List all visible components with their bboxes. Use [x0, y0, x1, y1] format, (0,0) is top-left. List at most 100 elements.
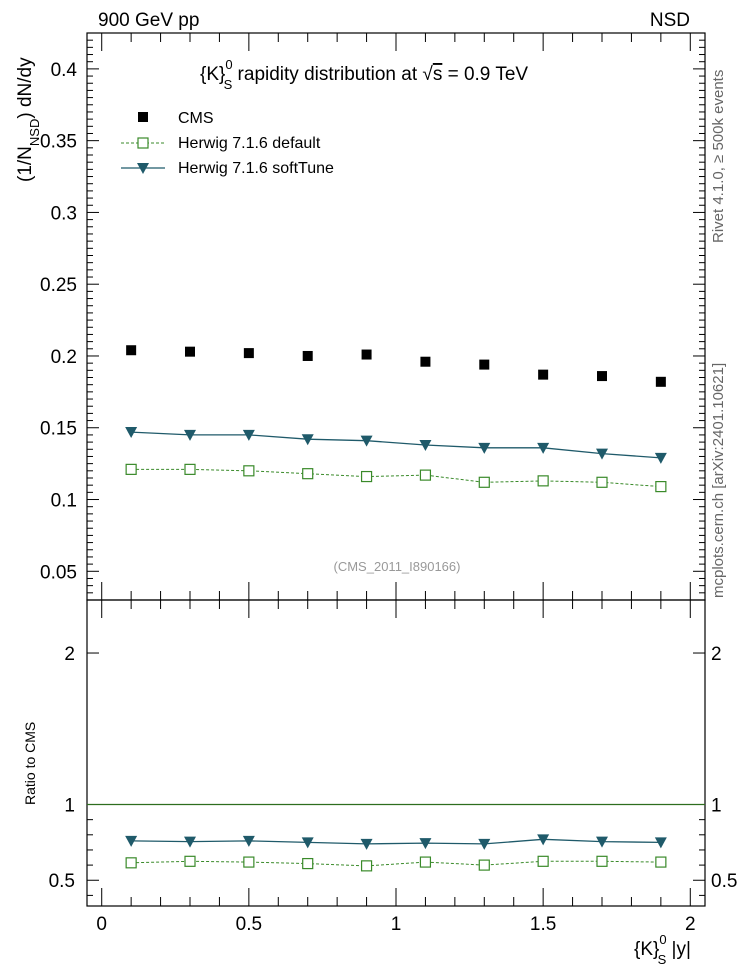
data-point-default [478, 476, 490, 488]
main-y-axis-label: (1/NNSD) dN/dy [15, 57, 42, 182]
main-title: {K}0 S rapidity distribution at √s = 0.9 … [200, 57, 528, 92]
data-point-softtune [654, 452, 667, 464]
data-point-cms [361, 349, 372, 360]
header-process-label: NSD [650, 10, 690, 31]
data-point-cms [185, 346, 195, 357]
ratio-point-default [243, 856, 255, 868]
data-point-cms [126, 345, 137, 356]
xlabel-superscript: 0 [659, 932, 666, 947]
ratio-y-tick-labels-right: 0.5 1 2 [711, 644, 737, 892]
main-y-tick-label: 0.4 [51, 60, 78, 81]
main-y-tick-labels: 0.05 0.1 0.15 0.2 0.25 0.3 0.35 0.4 [40, 60, 77, 583]
title-text: rapidity distribution at [232, 64, 422, 85]
legend-label-default: Herwig 7.1.6 default [178, 135, 321, 152]
legend-label-cms: CMS [178, 110, 214, 127]
main-y-tick-label: 0.1 [51, 491, 77, 512]
ylabel-part-a: (1/N [15, 146, 36, 182]
data-point-softtune [301, 434, 314, 446]
ratio-y-axis-label: Ratio to CMS [22, 722, 38, 805]
data-point-cms [538, 369, 549, 380]
title-k-superscript: 0 [225, 57, 232, 72]
ratio-point-softtune [596, 836, 608, 848]
main-axis-ticks [87, 32, 705, 600]
ratio-point-default [302, 857, 314, 870]
side-label-rivet: Rivet 4.1.0, ≥ 500k events [710, 70, 727, 243]
series-line-softtune [131, 431, 661, 459]
data-point-softtune [125, 427, 138, 439]
analysis-watermark: (CMS_2011_I890166) [334, 559, 461, 574]
data-point-cms [479, 359, 490, 370]
main-y-tick-label: 0.35 [40, 132, 77, 153]
series-line-default [131, 468, 661, 488]
data-point-default [655, 481, 667, 493]
ratio-series-layer [87, 803, 705, 872]
ratio-point-softtune [537, 834, 550, 846]
title-k-subscript: S [224, 77, 233, 92]
xlabel-subscript: S [658, 952, 667, 967]
ratio-panel-frame [86, 599, 706, 907]
ratio-line-softtune [131, 838, 661, 845]
data-point-default [419, 469, 432, 481]
data-point-default [537, 475, 549, 487]
ratio-point-softtune [242, 835, 255, 847]
ratio-point-softtune [360, 838, 373, 850]
data-point-default [243, 465, 255, 477]
data-point-softtune [360, 435, 373, 447]
ylabel-subscript: NSD [27, 119, 42, 146]
ratio-y-tick-label: 1 [64, 796, 75, 817]
ratio-point-default [125, 857, 137, 869]
ratio-y-tick-label-right: 1 [711, 796, 722, 817]
main-y-tick-label: 0.15 [40, 419, 77, 440]
ratio-point-softtune [478, 838, 491, 850]
ratio-point-softtune [125, 835, 138, 847]
ratio-y-tick-labels: 0.5 1 2 [49, 644, 75, 892]
title-sqrt-symbol: √ [422, 64, 433, 85]
data-point-softtune [537, 442, 550, 454]
ratio-point-softtune [301, 837, 314, 849]
legend: CMS Herwig 7.1.6 default Herwig 7.1.6 so… [121, 110, 334, 177]
legend-label-softtune: Herwig 7.1.6 softTune [178, 160, 334, 177]
data-point-cms [420, 356, 431, 367]
ratio-point-softtune [184, 836, 196, 848]
data-point-softtune [596, 448, 608, 460]
main-series-layer [125, 345, 667, 493]
ratio-point-default [478, 859, 490, 871]
side-label-mcplots: mcplots.cern.ch [arXiv:2401.10621] [710, 363, 727, 598]
x-axis-label: {K}0 S |y| [634, 932, 691, 967]
x-tick-label: 2 [685, 914, 696, 935]
main-y-tick-label: 0.2 [51, 347, 77, 368]
ratio-point-default [419, 856, 432, 868]
legend-marker-default [137, 137, 149, 149]
ratio-y-tick-label: 0.5 [49, 871, 75, 892]
ylabel-part-b: ) dN/dy [15, 57, 36, 119]
data-point-softtune [184, 429, 196, 441]
ratio-axis-ticks [87, 600, 705, 906]
ratio-point-default [537, 855, 549, 867]
main-y-tick-label: 0.3 [51, 203, 77, 224]
data-point-cms [302, 350, 313, 361]
x-tick-label: 0 [96, 914, 107, 935]
legend-marker-cms [138, 112, 148, 122]
ratio-point-default [655, 856, 667, 868]
x-tick-label: 0.5 [236, 914, 262, 935]
title-sqrt-argument: s [433, 64, 443, 85]
main-y-tick-label: 0.25 [40, 275, 77, 296]
ratio-line-default [131, 860, 661, 867]
data-point-cms [243, 348, 254, 359]
xlabel-rest: |y| [666, 939, 691, 960]
ratio-y-tick-label-right: 0.5 [711, 871, 737, 892]
header-energy-label: 900 GeV pp [98, 10, 199, 31]
ratio-y-tick-label-right: 2 [711, 644, 722, 665]
ratio-point-default [360, 860, 373, 872]
data-point-default [184, 463, 196, 475]
data-point-softtune [242, 429, 255, 441]
main-y-tick-label: 0.05 [40, 562, 77, 583]
ratio-point-default [596, 855, 608, 867]
legend-marker-softtune [137, 163, 149, 174]
title-energy-value: = 0.9 TeV [442, 64, 528, 85]
ratio-point-softtune [654, 837, 667, 849]
data-point-default [302, 468, 314, 480]
x-tick-label: 1.5 [530, 914, 556, 935]
x-tick-labels: 0 0.5 1 1.5 2 [96, 914, 695, 935]
